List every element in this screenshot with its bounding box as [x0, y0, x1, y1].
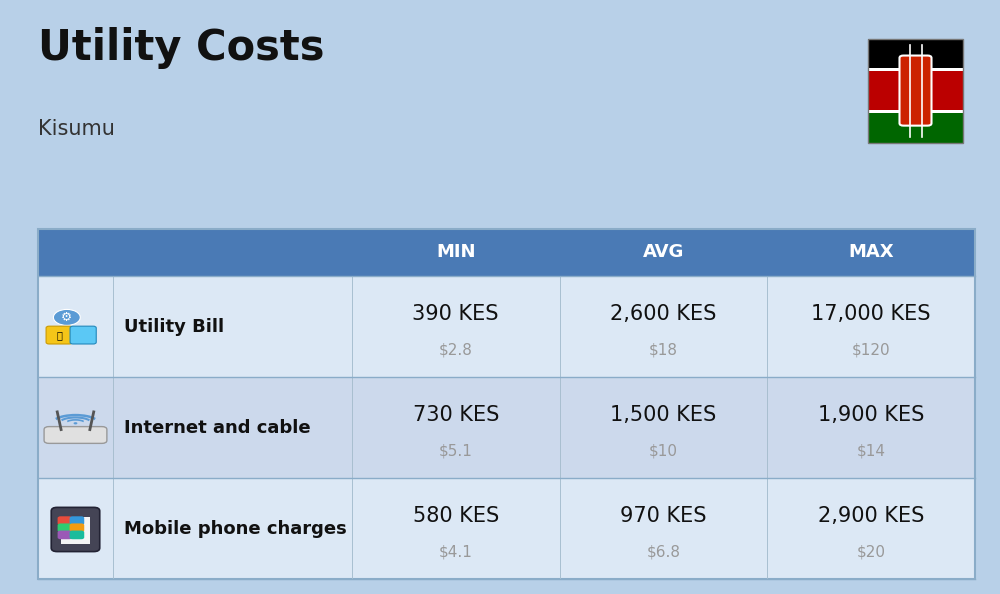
Text: $18: $18 [649, 342, 678, 357]
FancyBboxPatch shape [58, 516, 72, 525]
FancyBboxPatch shape [868, 68, 963, 71]
Text: 1,900 KES: 1,900 KES [818, 406, 924, 425]
Text: $4.1: $4.1 [439, 544, 473, 560]
Text: AVG: AVG [643, 244, 684, 261]
FancyBboxPatch shape [38, 229, 975, 276]
FancyBboxPatch shape [38, 276, 975, 377]
Text: Utility Costs: Utility Costs [38, 27, 324, 69]
Text: MAX: MAX [848, 244, 894, 261]
Text: Utility Bill: Utility Bill [124, 318, 224, 336]
FancyBboxPatch shape [900, 56, 932, 126]
FancyBboxPatch shape [70, 523, 84, 532]
FancyBboxPatch shape [70, 516, 84, 525]
Text: 2,900 KES: 2,900 KES [818, 507, 924, 526]
Text: $20: $20 [857, 544, 886, 560]
FancyBboxPatch shape [70, 530, 84, 539]
FancyBboxPatch shape [38, 478, 975, 579]
FancyBboxPatch shape [70, 326, 96, 344]
Text: 17,000 KES: 17,000 KES [811, 304, 931, 324]
FancyBboxPatch shape [38, 377, 975, 478]
Text: $6.8: $6.8 [646, 544, 680, 560]
Circle shape [53, 309, 80, 326]
Text: $2.8: $2.8 [439, 342, 473, 357]
FancyBboxPatch shape [61, 517, 90, 544]
Text: $10: $10 [649, 443, 678, 459]
Text: 970 KES: 970 KES [620, 507, 707, 526]
Text: 🔌: 🔌 [56, 330, 62, 340]
Text: 580 KES: 580 KES [413, 507, 499, 526]
Text: ⚙: ⚙ [61, 311, 72, 324]
Text: $14: $14 [857, 443, 886, 459]
Text: Mobile phone charges: Mobile phone charges [124, 520, 347, 538]
FancyBboxPatch shape [51, 507, 100, 552]
Text: $5.1: $5.1 [439, 443, 473, 459]
Text: 2,600 KES: 2,600 KES [610, 304, 717, 324]
Text: 1,500 KES: 1,500 KES [610, 406, 717, 425]
FancyBboxPatch shape [868, 71, 963, 110]
Text: $120: $120 [852, 342, 890, 357]
FancyBboxPatch shape [868, 113, 963, 143]
Text: MIN: MIN [436, 244, 475, 261]
FancyBboxPatch shape [58, 530, 72, 539]
Text: 730 KES: 730 KES [413, 406, 499, 425]
Text: Kisumu: Kisumu [38, 119, 115, 139]
FancyBboxPatch shape [44, 426, 107, 443]
Circle shape [74, 422, 77, 425]
FancyBboxPatch shape [58, 523, 72, 532]
Text: 390 KES: 390 KES [412, 304, 499, 324]
Text: Internet and cable: Internet and cable [124, 419, 311, 437]
FancyBboxPatch shape [868, 39, 963, 68]
FancyBboxPatch shape [868, 110, 963, 113]
FancyBboxPatch shape [46, 326, 72, 344]
